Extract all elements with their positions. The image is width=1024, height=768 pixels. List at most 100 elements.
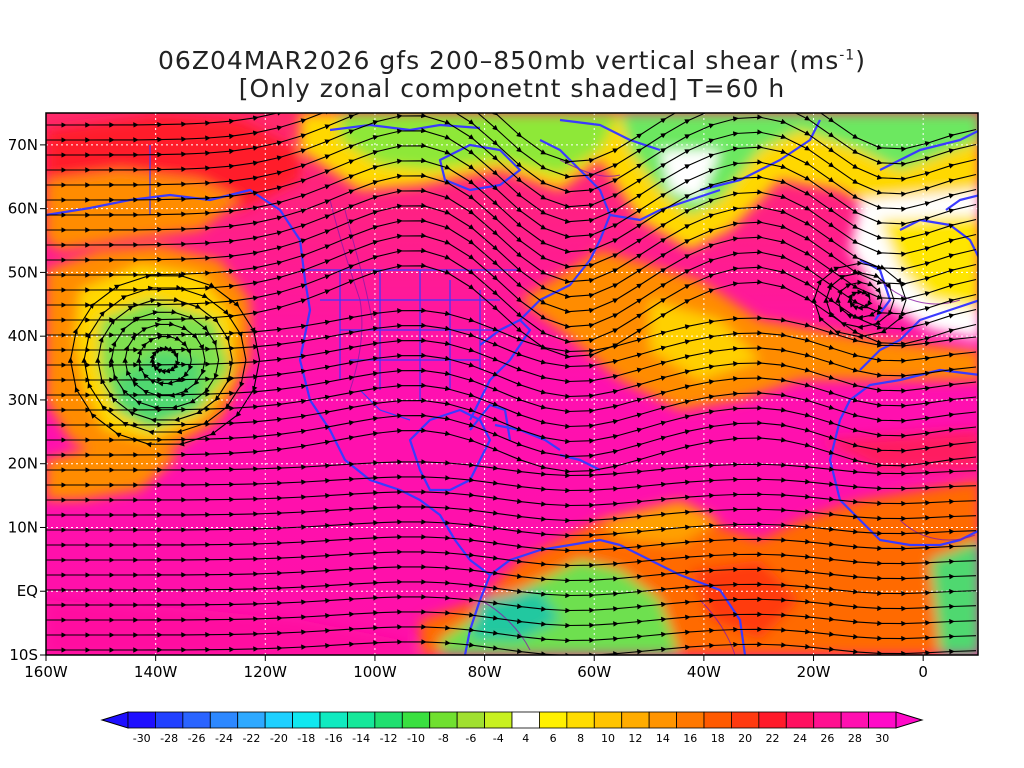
streamline <box>46 427 977 475</box>
colorbar-label: -4 <box>493 732 504 745</box>
colorbar-label: -28 <box>160 732 178 745</box>
colorbar-swatch <box>429 711 458 729</box>
streamline <box>46 594 977 614</box>
streamline <box>46 624 977 644</box>
colorbar-label: 20 <box>738 732 752 745</box>
colorbar-label: -22 <box>242 732 260 745</box>
colorbar-swatch <box>813 711 842 729</box>
colorbar-swatch <box>593 711 623 729</box>
colorbar-label: -16 <box>325 732 343 745</box>
lon-label: 140W <box>134 663 178 681</box>
lat-label: 70N <box>8 136 38 154</box>
colorbar-swatch <box>703 711 732 729</box>
lon-label: 40W <box>687 663 721 681</box>
colorbar-label: 24 <box>793 732 807 745</box>
streamline <box>46 519 977 539</box>
lat-label: EQ <box>17 582 38 600</box>
streamline <box>46 474 977 494</box>
streamline <box>46 534 977 554</box>
colorbar-swatch <box>155 711 184 729</box>
colorbar-label: 28 <box>848 732 862 745</box>
colorbar-swatch <box>237 711 266 729</box>
colorbar-label: -8 <box>438 732 449 745</box>
colorbar-label: 16 <box>683 732 697 745</box>
colorbar-label: 12 <box>628 732 642 745</box>
colorbar-swatch <box>456 711 485 729</box>
lat-label: 40N <box>8 327 38 345</box>
streamline <box>46 489 977 509</box>
plot-title-line-1: 06Z04MAR2026 gfs 200–850mb vertical shea… <box>158 46 866 75</box>
colorbar-swatch <box>319 711 348 729</box>
longitude-labels: 160W 140W 120W 100W 80W 60W 40W 20W 0 <box>24 655 928 681</box>
lon-label: 20W <box>797 663 831 681</box>
lat-label: 30N <box>8 391 38 409</box>
colorbar-label: -10 <box>407 732 425 745</box>
lat-label: 20N <box>8 455 38 473</box>
lat-label: 10S <box>9 646 38 664</box>
streamline <box>46 609 977 629</box>
lat-label: 60N <box>8 200 38 218</box>
colorbar-label: 4 <box>522 732 529 745</box>
colorbar-label: 30 <box>875 732 889 745</box>
streamline <box>67 272 261 448</box>
colorbar-arrow-right <box>895 711 924 729</box>
colorbar-label: 10 <box>601 732 615 745</box>
colorbar-label: -26 <box>188 732 206 745</box>
lat-label: 50N <box>8 263 38 281</box>
plot-title-line-2: [Only zonal componetnt shaded] T=60 h <box>238 74 786 103</box>
lon-label: 0 <box>918 663 928 681</box>
colorbar-swatch <box>566 711 595 729</box>
colorbar-label: -18 <box>297 732 315 745</box>
colorbar-label: -24 <box>215 732 233 745</box>
map-frame <box>45 112 979 656</box>
colorbar-arrow-left <box>100 711 129 729</box>
colorbar-swatch <box>484 711 513 729</box>
colorbar-swatch <box>264 711 293 729</box>
lon-label: 80W <box>468 663 502 681</box>
lon-label: 120W <box>244 663 288 681</box>
colorbar-swatch <box>648 711 677 729</box>
colorbar-label: 14 <box>656 732 670 745</box>
latitude-labels: 70N 60N 50N 40N 30N 20N 10N EQ 10S <box>8 136 46 664</box>
colorbar-swatch <box>539 711 568 729</box>
streamline <box>46 579 977 599</box>
colorbar-swatch <box>621 711 650 729</box>
colorbar-swatch <box>292 711 321 729</box>
colorbar-swatch <box>758 711 787 729</box>
colorbar-swatch <box>182 711 211 729</box>
colorbar: -30 -28 -26 -24 -22 -20 -18 -16 -14 -12 -10 -8 -6 -4 4… <box>100 711 924 745</box>
colorbar-swatch <box>209 711 239 729</box>
colorbar-swatch <box>840 711 869 729</box>
colorbar-label: -30 <box>133 732 151 745</box>
colorbar-swatch <box>731 711 760 729</box>
colorbar-label: 26 <box>820 732 834 745</box>
colorbar-label: 22 <box>766 732 780 745</box>
colorbar-swatch <box>347 711 376 729</box>
colorbar-label: -14 <box>352 732 370 745</box>
colorbar-swatch <box>511 711 540 729</box>
streamline <box>811 260 907 340</box>
colorbar-swatch <box>401 711 431 729</box>
wind-shear-streamlines <box>46 113 977 655</box>
colorbar-label: -12 <box>380 732 398 745</box>
lat-label: 10N <box>8 518 38 536</box>
colorbar-swatch <box>785 711 815 729</box>
colorbar-swatch <box>868 711 897 729</box>
colorbar-label: -6 <box>465 732 476 745</box>
lon-label: 160W <box>24 663 68 681</box>
streamline <box>46 549 977 569</box>
lon-label: 100W <box>353 663 397 681</box>
streamline <box>46 459 977 479</box>
colorbar-label: 18 <box>711 732 725 745</box>
colorbar-label: -20 <box>270 732 288 745</box>
streamline <box>46 639 977 655</box>
colorbar-swatch <box>374 711 403 729</box>
lon-label: 60W <box>577 663 611 681</box>
streamline <box>46 564 977 584</box>
colorbar-label: 8 <box>577 732 584 745</box>
colorbar-swatch <box>127 711 156 729</box>
streamline <box>46 504 977 524</box>
colorbar-label: 6 <box>550 732 557 745</box>
colorbar-swatch <box>676 711 705 729</box>
